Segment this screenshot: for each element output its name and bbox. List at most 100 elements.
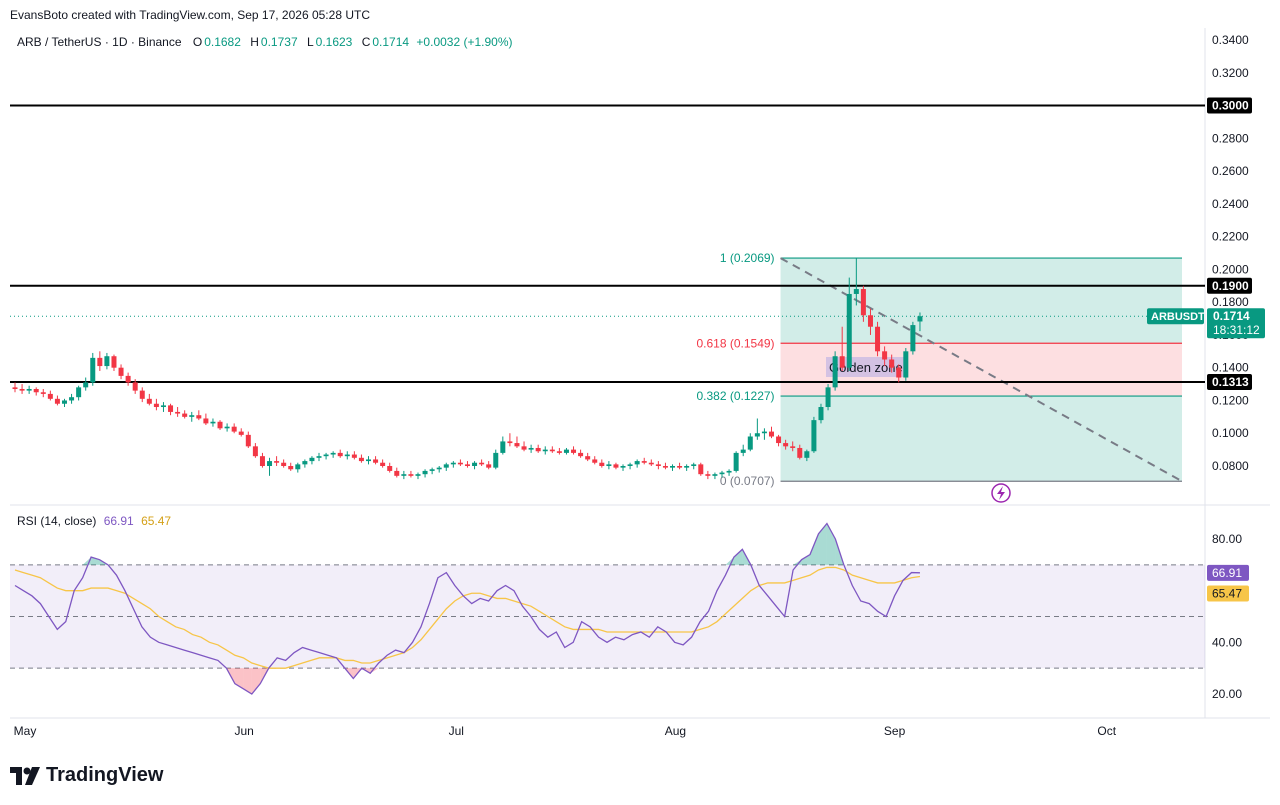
candle-body: [507, 441, 513, 444]
candle-body: [790, 446, 796, 448]
candle-body: [224, 426, 230, 429]
rsi-tick-label: 20.00: [1212, 687, 1242, 701]
y-tick-label: 0.1000: [1212, 426, 1249, 440]
candle-body: [97, 357, 103, 367]
candle-body: [40, 392, 46, 394]
fib-level-label: 0.382 (0.1227): [696, 389, 774, 403]
rsi-overbought-fill: [810, 533, 819, 565]
candle-body: [655, 464, 661, 466]
y-tick-label: 0.2400: [1212, 197, 1249, 211]
rsi-ma-line: [14, 566, 921, 669]
candle-body: [670, 466, 676, 468]
candle-body: [457, 462, 463, 465]
high-label: H: [250, 35, 259, 49]
candle-body: [542, 449, 548, 452]
candle-body: [627, 464, 633, 466]
candle-body: [90, 357, 96, 383]
candle-body: [903, 351, 909, 378]
candle-body: [175, 411, 181, 414]
lightning-icon: [991, 483, 1011, 503]
candle-body: [401, 474, 407, 476]
rsi-oversold-fill: [234, 668, 244, 689]
candle-body: [768, 431, 774, 437]
y-tick-label: 0.1400: [1212, 361, 1249, 375]
open-value: 0.1682: [204, 35, 241, 49]
candle-body: [344, 454, 350, 457]
x-tick-label: Oct: [1097, 724, 1116, 738]
rsi-indicator-label[interactable]: RSI (14, close): [17, 514, 97, 528]
candle-body: [712, 474, 718, 476]
candle-body: [316, 456, 322, 458]
price-legend: ARB / TetherUS · 1D · Binance O 0.1682 H 0…: [17, 35, 515, 49]
rsi-tick-label: 40.00: [1212, 635, 1242, 649]
y-tick-label: 0.3200: [1212, 66, 1249, 80]
candle-body: [472, 462, 478, 466]
close-value: 0.1714: [372, 35, 410, 49]
rsi-overbought-fill: [793, 559, 802, 565]
y-tick-label: 0.2800: [1212, 131, 1249, 145]
candle-body: [917, 316, 923, 322]
candle-body: [860, 289, 866, 316]
symbol-label[interactable]: ARB / TetherUS · 1D · Binance: [17, 35, 182, 49]
last-price-tag: [1207, 308, 1265, 339]
candle-body: [387, 466, 393, 471]
x-tick-label: May: [14, 724, 37, 738]
candle-body: [684, 466, 690, 468]
rsi-value: 66.91: [103, 514, 134, 528]
rsi-overbought-fill: [826, 523, 836, 565]
open-label: O: [192, 35, 203, 49]
candle-body: [634, 461, 640, 465]
candle-body: [160, 405, 166, 408]
rsi-ma-value-tag: [1207, 585, 1249, 602]
horizontal-level-tag-label: 0.1900: [1212, 279, 1249, 293]
candle-body: [139, 390, 145, 399]
candle-body: [578, 452, 584, 457]
candle-body: [811, 420, 817, 452]
candle-body: [182, 413, 188, 417]
rsi-oversold-fill: [251, 668, 261, 694]
horizontal-level-tag: [1207, 277, 1252, 294]
candle-body: [571, 449, 577, 453]
bar-countdown-label: 18:31:12: [1213, 323, 1260, 337]
tradingview-logo[interactable]: TradingView: [10, 764, 163, 787]
horizontal-level-tag: [1207, 97, 1252, 114]
candle-body: [295, 464, 301, 470]
chart-credit: EvansBoto created with TradingView.com, …: [10, 8, 370, 22]
candle-body: [104, 356, 110, 367]
candle-body: [691, 464, 697, 466]
candle-body: [146, 398, 152, 404]
candle-body: [351, 454, 357, 458]
candle-body: [783, 443, 789, 447]
candle-body: [648, 462, 654, 465]
candle-body: [309, 457, 315, 462]
candle-body: [281, 462, 287, 466]
candle-body: [662, 466, 668, 468]
candle-body: [514, 443, 520, 447]
candle-body: [733, 452, 739, 471]
candle-body: [436, 467, 442, 470]
candle-body: [585, 456, 591, 460]
candle-body: [26, 388, 32, 391]
y-tick-label: 0.2600: [1212, 164, 1249, 178]
candle-body: [486, 464, 492, 468]
candle-body: [252, 446, 258, 457]
candle-body: [464, 464, 470, 466]
low-label: L: [306, 35, 314, 49]
candle-body: [217, 421, 223, 429]
candle-body: [196, 415, 202, 419]
candle-body: [47, 393, 53, 399]
horizontal-level-tag-label: 0.3000: [1212, 99, 1249, 113]
candle-body: [83, 382, 89, 388]
y-tick-label: 0.2200: [1212, 230, 1249, 244]
candle-body: [274, 461, 280, 463]
candle-body: [153, 403, 159, 408]
rsi-oversold-fill: [370, 668, 379, 674]
y-tick-label: 0.0800: [1212, 459, 1249, 473]
candle-body: [323, 454, 329, 457]
candle-body: [443, 464, 449, 468]
rsi-oversold-fill: [243, 668, 252, 694]
candle-body: [521, 446, 527, 450]
tradingview-logo-icon: [10, 766, 40, 785]
candle-body: [76, 387, 82, 398]
